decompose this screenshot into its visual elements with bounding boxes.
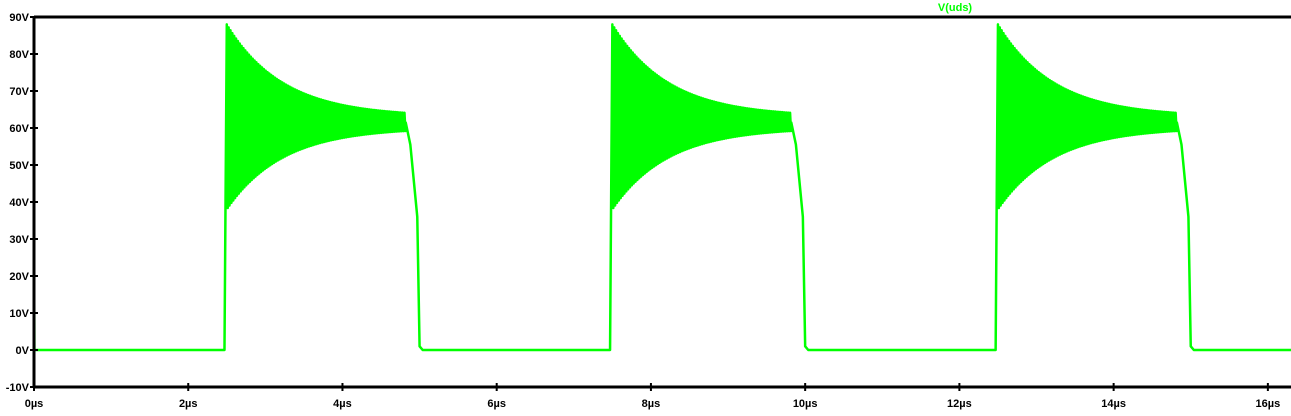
x-tick-label: 16µs (1256, 398, 1281, 410)
tick-layer: -10V 0V 10V 20V 30V 40V 50V 60V 70V 80V 90V 0µs 2µs 4… (6, 12, 1280, 410)
legend[interactable]: V(uds) (938, 2, 973, 14)
y-tick-label: 90V (9, 12, 29, 24)
x-tick-label: 8µs (642, 398, 661, 410)
y-tick-label: 10V (9, 308, 29, 320)
x-tick-label: 0µs (25, 398, 44, 410)
y-tick-label: 80V (9, 49, 29, 61)
y-tick-label: 60V (9, 123, 29, 135)
y-tick-label: 20V (9, 271, 29, 283)
x-tick-label: 2µs (179, 398, 198, 410)
y-tick-label: 70V (9, 86, 29, 98)
y-tick-label: 0V (16, 345, 30, 357)
legend-series-label[interactable]: V(uds) (938, 2, 973, 14)
x-tick-label: 10µs (793, 398, 818, 410)
x-tick-label: 6µs (487, 398, 506, 410)
waveform-layer (32, 23, 1291, 352)
y-tick-label: 40V (9, 197, 29, 209)
x-tick-label: 4µs (333, 398, 352, 410)
series-line-vuds (32, 23, 1291, 352)
y-tick-label: -10V (6, 382, 30, 394)
y-tick-label: 30V (9, 234, 29, 246)
x-tick-label: 14µs (1101, 398, 1126, 410)
axes-layer (32, 15, 1291, 389)
y-tick-label: 50V (9, 160, 29, 172)
x-tick-label: 12µs (947, 398, 972, 410)
